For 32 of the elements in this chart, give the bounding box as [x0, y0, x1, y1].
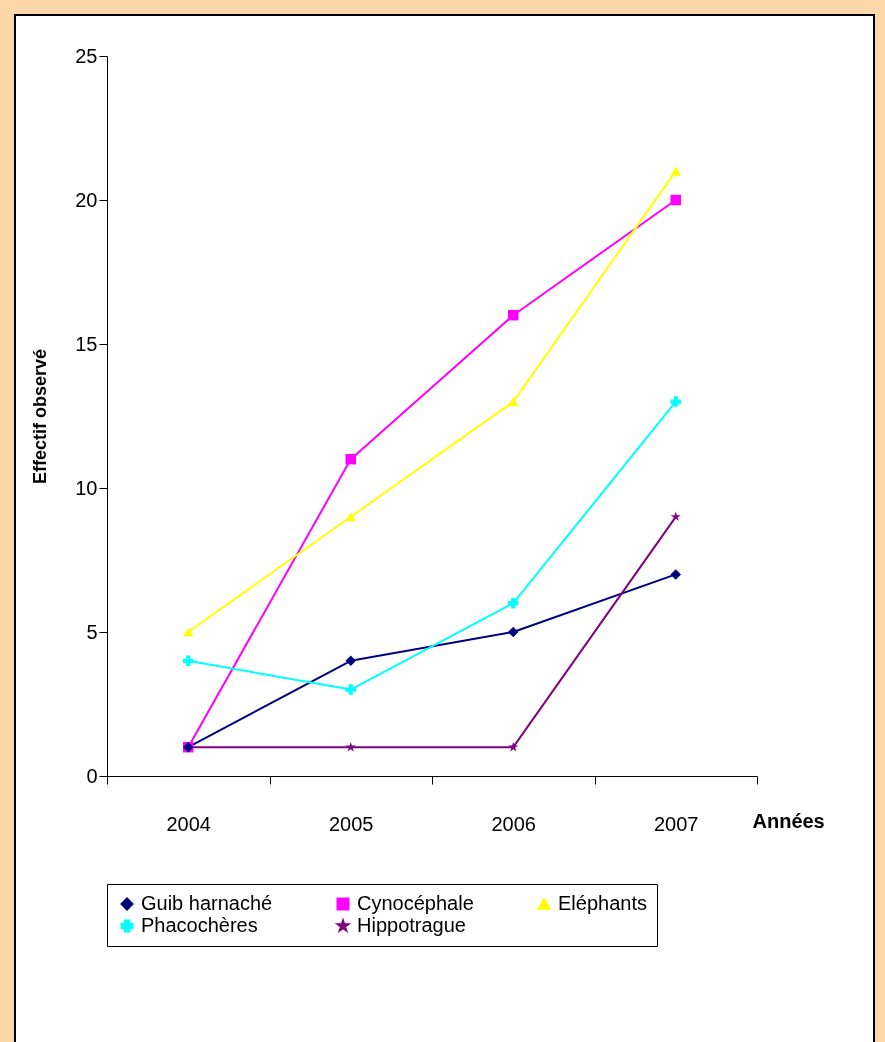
y-tick-label: 25 [75, 44, 98, 67]
point [508, 309, 519, 321]
legend-label: Eléphants [558, 892, 647, 914]
y-tick-label: 0 [86, 764, 98, 787]
legend-label: Hippotrague [357, 914, 466, 936]
y-tick-label: 15 [75, 332, 98, 355]
legend-label: Phacochères [141, 914, 258, 936]
x-tick-label: 2005 [329, 812, 374, 835]
y-tick-label: 10 [75, 476, 98, 499]
y-axis-title: Effectif observé [30, 348, 51, 485]
point [670, 396, 681, 407]
legend-label: Cynocéphale [357, 892, 474, 914]
point [345, 512, 356, 522]
point [345, 684, 356, 695]
y-tick-label: 20 [75, 188, 98, 211]
point [508, 626, 519, 638]
point [183, 627, 194, 637]
point [670, 569, 681, 580]
x-tick-label: 2007 [654, 812, 699, 835]
point [508, 597, 519, 609]
x-axis-title: Années [752, 809, 825, 832]
x-tick-label: 2004 [166, 812, 211, 835]
point [345, 655, 356, 667]
y-tick-label: 5 [86, 620, 98, 643]
point [508, 397, 519, 407]
point [345, 453, 356, 465]
point [670, 166, 681, 176]
x-tick-label: 2006 [491, 812, 536, 835]
point [183, 655, 194, 667]
point [670, 194, 681, 206]
point [670, 511, 681, 522]
legend-label: Guib harnaché [141, 892, 273, 914]
